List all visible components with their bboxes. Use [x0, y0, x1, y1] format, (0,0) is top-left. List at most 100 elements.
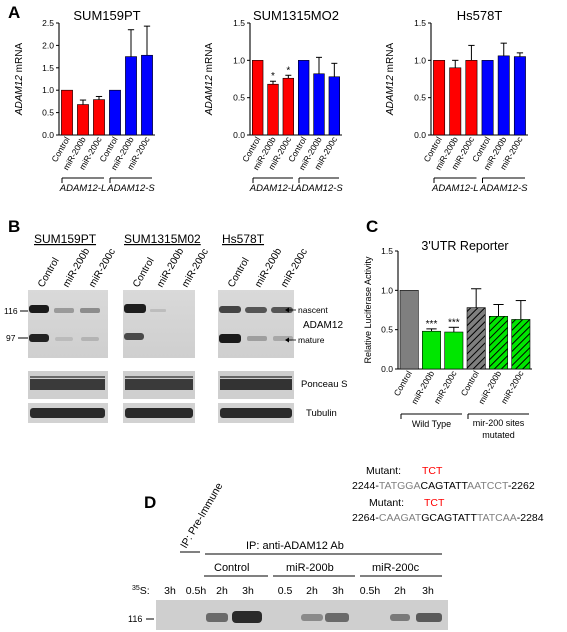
panel-d-blot: [156, 600, 448, 630]
ip-preimmune-label: IP: Pre-Immune: [178, 481, 225, 551]
band-mature-mir200b: [55, 337, 73, 341]
blot-title-sum159pt: SUM159PT: [34, 232, 97, 246]
c2-y-axis-label: ADAM12 mRNA: [385, 43, 396, 117]
c2-y-axis-label-gene: ADAM12: [385, 75, 396, 116]
c0-y-axis-label-gene: ADAM12: [14, 75, 25, 116]
panel-letter-a: A: [8, 3, 20, 22]
time-labels: 3h 0.5h 2h 3h 0.5 2h 3h 0.5h 2h 3h: [164, 585, 434, 597]
c1-bar-3-control: [297, 60, 310, 136]
s35-label: 35S:: [132, 585, 150, 597]
c2-bar-5-mir-200c: [513, 56, 526, 136]
c1-group-label-1: ADAM12-S: [294, 183, 343, 194]
c3-y-tick-label: 0.5: [381, 325, 393, 335]
lane-label-sum1315m02-control: Control: [131, 256, 157, 289]
c0-y-axis-label: ADAM12 mRNA: [14, 43, 25, 117]
group-label-mir200c: miR-200c: [372, 562, 420, 574]
mutant-bases-2: TCT: [424, 497, 445, 509]
ponceau-strips: [28, 371, 294, 399]
c1-chart-title: SUM1315MO2: [253, 8, 339, 23]
panel-b-blots: SUM159PT SUM1315M02 Hs578T Control miR-20…: [4, 232, 347, 423]
blot-main-hs578t: [218, 290, 294, 358]
s35-sup: 35: [132, 585, 140, 592]
band-mir200c-3h: [416, 613, 442, 622]
c3-group-label-0: Wild Type: [412, 419, 451, 429]
tubulin-label: Tubulin: [306, 408, 337, 419]
mutant-label-2: Mutant:: [369, 497, 404, 509]
band-nascent-mir200c: [80, 308, 100, 313]
blot-main-sum159pt: [28, 290, 108, 358]
panel-letter-c: C: [366, 217, 378, 236]
seq1-start: 2244-: [352, 480, 379, 492]
c3-y-tick-label: 1.0: [381, 285, 393, 295]
panel-letter-d: D: [144, 493, 156, 512]
c1-y-tick-label: 0.0: [233, 130, 245, 140]
blot-main-sum1315m02: [123, 290, 195, 358]
band-nascent-control: [29, 305, 49, 313]
chart-3utr-reporter: 3'UTR Reporter Relative Luciferase Activi…: [363, 239, 532, 440]
band-mature-mir200b: [247, 336, 267, 341]
mw-97-label: 97: [6, 333, 16, 343]
mw-116-label: 116: [4, 306, 18, 316]
c3-y-tick-label: 0.0: [381, 364, 393, 374]
time-label-6: 3h: [332, 585, 344, 597]
panel-letter-b: B: [8, 217, 20, 236]
mature-arrowhead: [285, 337, 289, 343]
c2-bar-3-control: [481, 60, 494, 136]
c3-significance-1: ***: [426, 319, 438, 330]
adam12-label: ADAM12: [303, 320, 343, 331]
group-label-control: Control: [214, 562, 249, 574]
time-label-4: 0.5: [278, 585, 293, 597]
panel-d: IP: Pre-Immune IP: anti-ADAM12 Ab Contro…: [128, 481, 448, 630]
c0-y-axis-label-unit: mRNA: [14, 43, 25, 76]
c1-bar-1-mir-200b: [267, 83, 279, 136]
c0-bar-5-mir-200c: [141, 54, 153, 136]
band-nascent-control: [219, 306, 241, 313]
c3-x-tick-label-0: Control: [392, 369, 414, 398]
c0-y-tick-label: 1.5: [42, 63, 54, 73]
c2-y-tick-label: 0.0: [414, 130, 426, 140]
band-mature-control: [29, 334, 49, 342]
c2-bar-1-mir-200b: [449, 67, 462, 136]
c1-significance-1: *: [271, 71, 275, 82]
band-control-2h: [206, 613, 228, 622]
nascent-label: nascent: [298, 305, 328, 315]
c0-y-tick-label: 0.5: [42, 108, 54, 118]
lane-label-hs578t-control: Control: [226, 256, 252, 289]
seq1-gray2: AATCCT: [467, 480, 509, 492]
c0-y-tick-label: 2.5: [42, 18, 54, 28]
time-label-7: 0.5h: [360, 585, 381, 597]
c2-group-label-0: ADAM12-L: [431, 183, 478, 194]
blot-title-sum1315m02: SUM1315M02: [124, 232, 201, 246]
lane-label-sum159pt-mir-200c: miR-200c: [87, 247, 118, 290]
c0-y-tick-label: 0.0: [42, 130, 54, 140]
c1-bar-4-mir-200b: [313, 73, 325, 136]
band-mature-mir200c: [81, 337, 99, 341]
seq2-start: 2264-: [352, 512, 379, 524]
c2-y-tick-label: 1.5: [414, 18, 426, 28]
c3-group-label-1-line1: mir-200 sites: [473, 418, 525, 428]
time-label-5: 2h: [306, 585, 318, 597]
time-label-1: 0.5h: [186, 585, 207, 597]
blot-title-hs578t: Hs578T: [222, 232, 265, 246]
time-label-9: 3h: [422, 585, 434, 597]
band-nascent-mir200b: [54, 308, 74, 313]
seq2-gray2: TATCAA: [477, 512, 517, 524]
c3-bar-4-mir-200b: [489, 315, 508, 370]
c0-y-tick-label: 1.0: [42, 85, 54, 95]
c3-bar-5-mir-200c: [511, 319, 531, 370]
c0-group-label-1: ADAM12-S: [106, 183, 155, 194]
seq1-gray1: TATGGA: [379, 480, 421, 492]
s35-rest: S:: [140, 585, 150, 597]
c1-y-tick-label: 1.5: [233, 18, 245, 28]
band-nascent-control: [124, 304, 146, 313]
c1-y-axis-label: ADAM12 mRNA: [204, 43, 215, 117]
sequence-2: 2264-CAAGATGCAGTATTTATCAA-2284: [352, 512, 544, 524]
c1-bar-0-control: [252, 60, 264, 136]
band-mature-control: [124, 333, 144, 340]
band-nascent-mir200b: [245, 307, 267, 313]
c0-group-label-0: ADAM12-L: [59, 183, 106, 194]
band-mir200b-2h: [301, 614, 323, 621]
